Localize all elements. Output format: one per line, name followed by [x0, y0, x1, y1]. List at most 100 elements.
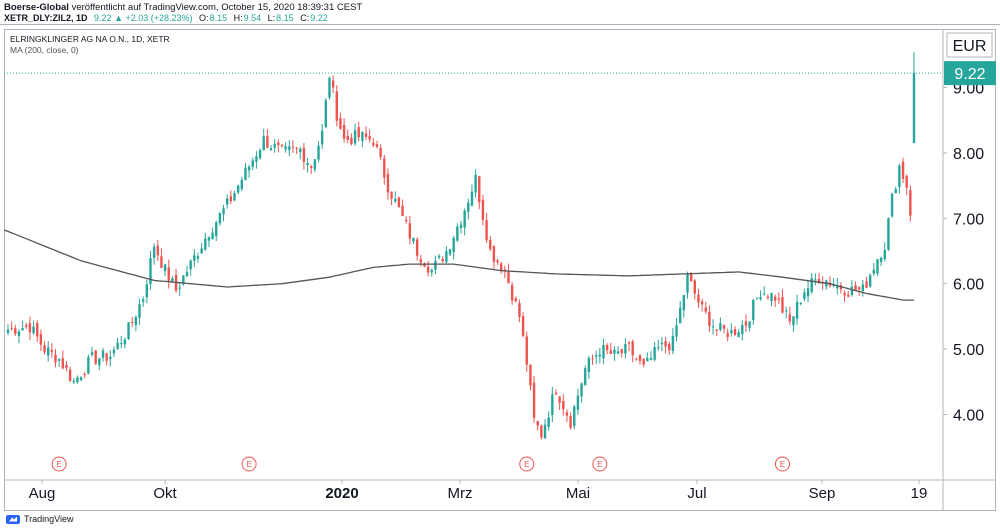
candle-body — [72, 380, 75, 383]
candle-body — [668, 343, 671, 351]
candle-body — [335, 91, 338, 121]
candle-body — [123, 339, 127, 345]
candle-body — [839, 285, 843, 290]
x-tick-label: Jul — [687, 485, 706, 502]
candle-body — [419, 259, 423, 263]
ma-legend: MA (200, close, 0) — [10, 45, 79, 55]
candle-body — [810, 278, 813, 292]
candle-body — [635, 358, 638, 360]
candle-body — [10, 327, 13, 329]
candle-body — [207, 237, 211, 241]
earnings-marker — [519, 456, 535, 472]
candle-body — [306, 163, 309, 166]
candle-body — [372, 142, 375, 146]
candle-body — [313, 159, 317, 170]
candle-body — [605, 345, 609, 351]
publisher-name: Boerse-Global — [4, 2, 69, 13]
candle-body — [98, 358, 101, 366]
candle-body — [678, 307, 682, 324]
candle-body — [39, 333, 43, 345]
last-price-label: 9.22 — [954, 66, 985, 83]
candle-body — [350, 137, 353, 145]
candle-body — [452, 237, 455, 253]
candle-body — [854, 285, 857, 291]
candle-body — [795, 301, 799, 319]
candle-body — [744, 321, 748, 326]
candle-body — [602, 344, 605, 359]
open-label: O: — [199, 13, 209, 23]
candle-body — [317, 145, 320, 160]
candle-body — [485, 220, 488, 241]
candle-body — [525, 336, 528, 365]
candle-body — [430, 270, 433, 273]
candle-body — [704, 307, 707, 312]
candle-body — [68, 369, 72, 381]
candle-body — [781, 296, 784, 313]
candle-body — [331, 80, 335, 88]
candle-body — [474, 174, 477, 193]
candle-body — [320, 130, 324, 145]
candle-body — [291, 146, 295, 148]
candle-body — [50, 349, 54, 352]
y-tick-label: 8.00 — [953, 146, 984, 163]
candle-body — [657, 347, 660, 349]
earnings-marker-label: E — [56, 460, 61, 469]
candle-body — [412, 238, 415, 242]
candle-body — [353, 130, 357, 144]
candle-body — [627, 342, 631, 344]
candle-body — [339, 118, 342, 129]
tradingview-logo[interactable]: TradingView — [6, 514, 74, 524]
candle-body — [79, 377, 83, 381]
candle-body — [777, 298, 781, 300]
candle-body — [105, 353, 108, 361]
candle-body — [912, 73, 916, 144]
x-tick-label: Mai — [566, 485, 590, 502]
candle-body — [101, 350, 105, 358]
candle-body — [554, 392, 558, 395]
candle-body — [346, 135, 349, 140]
candle-body — [872, 269, 876, 274]
candle-body — [507, 271, 510, 284]
candle-body — [459, 224, 463, 228]
candle-body — [251, 160, 254, 167]
candle-body — [426, 266, 430, 273]
candle-body — [415, 239, 419, 256]
candle-body — [784, 310, 788, 312]
candle-body — [529, 364, 532, 386]
candle-body — [671, 335, 675, 351]
candle-body — [700, 301, 704, 305]
candle-body — [269, 148, 273, 150]
candle-body — [25, 325, 28, 327]
candle-body — [65, 364, 68, 368]
candle-body — [364, 133, 368, 137]
candle-body — [247, 166, 251, 171]
candle-body — [112, 349, 116, 354]
candle-body — [218, 213, 222, 224]
candle-body — [613, 349, 616, 354]
candle-body — [642, 358, 645, 365]
candle-body — [160, 256, 163, 268]
candle-body — [32, 326, 35, 334]
candle-body — [836, 285, 839, 289]
x-tick-label: 2020 — [325, 485, 358, 502]
candle-body — [547, 417, 550, 427]
candle-body — [543, 424, 547, 439]
y-tick-label: 4.00 — [953, 408, 984, 425]
candle-body — [580, 383, 583, 397]
candle-body — [898, 165, 901, 187]
candle-body — [277, 142, 280, 146]
candle-body — [383, 158, 386, 178]
candle-body — [134, 316, 138, 326]
candle-body — [28, 323, 32, 333]
candle-body — [708, 311, 711, 327]
candle-body — [693, 280, 697, 294]
close-label: C: — [300, 13, 310, 23]
tradingview-label: TradingView — [24, 514, 74, 524]
candle-body — [152, 246, 156, 258]
candle-body — [489, 240, 492, 250]
candle-body — [236, 185, 240, 193]
candle-body — [806, 288, 810, 297]
candle-body — [222, 208, 225, 215]
candle-body — [730, 330, 733, 334]
